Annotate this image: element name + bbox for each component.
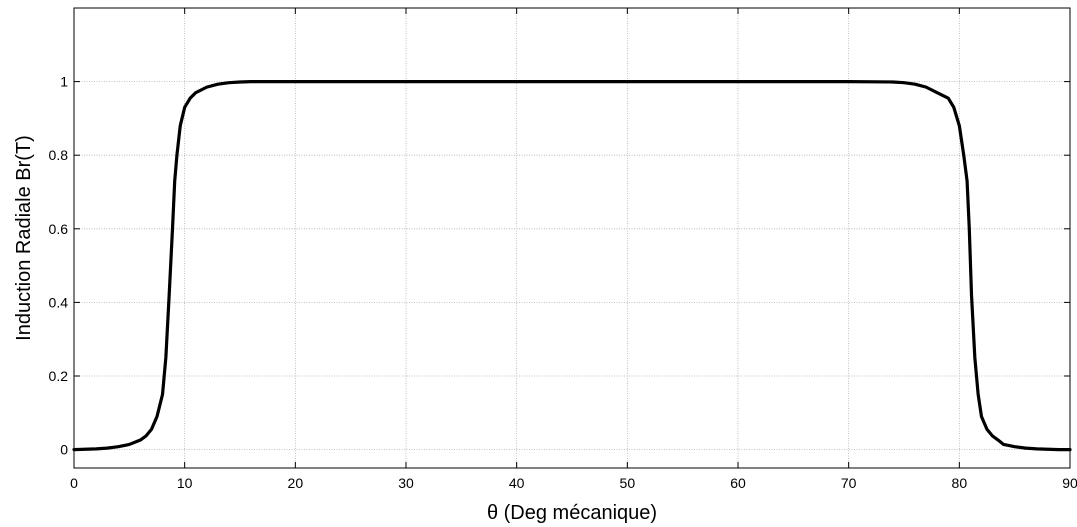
x-tick-label: 30 xyxy=(398,475,414,491)
axis-ticks xyxy=(73,8,1071,468)
y-tick-label: 0.6 xyxy=(49,221,69,237)
y-tick-label: 0.2 xyxy=(49,368,69,384)
x-tick-label: 50 xyxy=(620,475,636,491)
y-tick-label: 1 xyxy=(60,74,68,90)
x-tick-label: 40 xyxy=(509,475,525,491)
x-tick-label: 20 xyxy=(288,475,304,491)
y-tick-label: 0 xyxy=(60,442,68,458)
x-tick-label: 80 xyxy=(952,475,968,491)
series-layer xyxy=(72,79,1072,452)
x-tick-label: 60 xyxy=(730,475,746,491)
y-axis-label: Induction Radiale Br(T) xyxy=(13,135,35,341)
y-tick-label: 0.8 xyxy=(49,147,69,163)
x-tick-label: 10 xyxy=(177,475,193,491)
tick-labels: 0 10 20 30 40 50 60 70 80 90 0 0.2 0.4 0.6 0.8 1 xyxy=(49,74,1077,491)
plot-frame xyxy=(73,7,1071,469)
series-line xyxy=(72,79,1072,452)
x-tick-label: 0 xyxy=(70,475,78,491)
x-tick-label: 70 xyxy=(841,475,857,491)
y-tick-label: 0.4 xyxy=(49,294,69,310)
x-tick-label: 90 xyxy=(1062,475,1077,491)
x-axis-label: θ (Deg mécanique) xyxy=(487,502,657,524)
grid xyxy=(73,8,1071,468)
